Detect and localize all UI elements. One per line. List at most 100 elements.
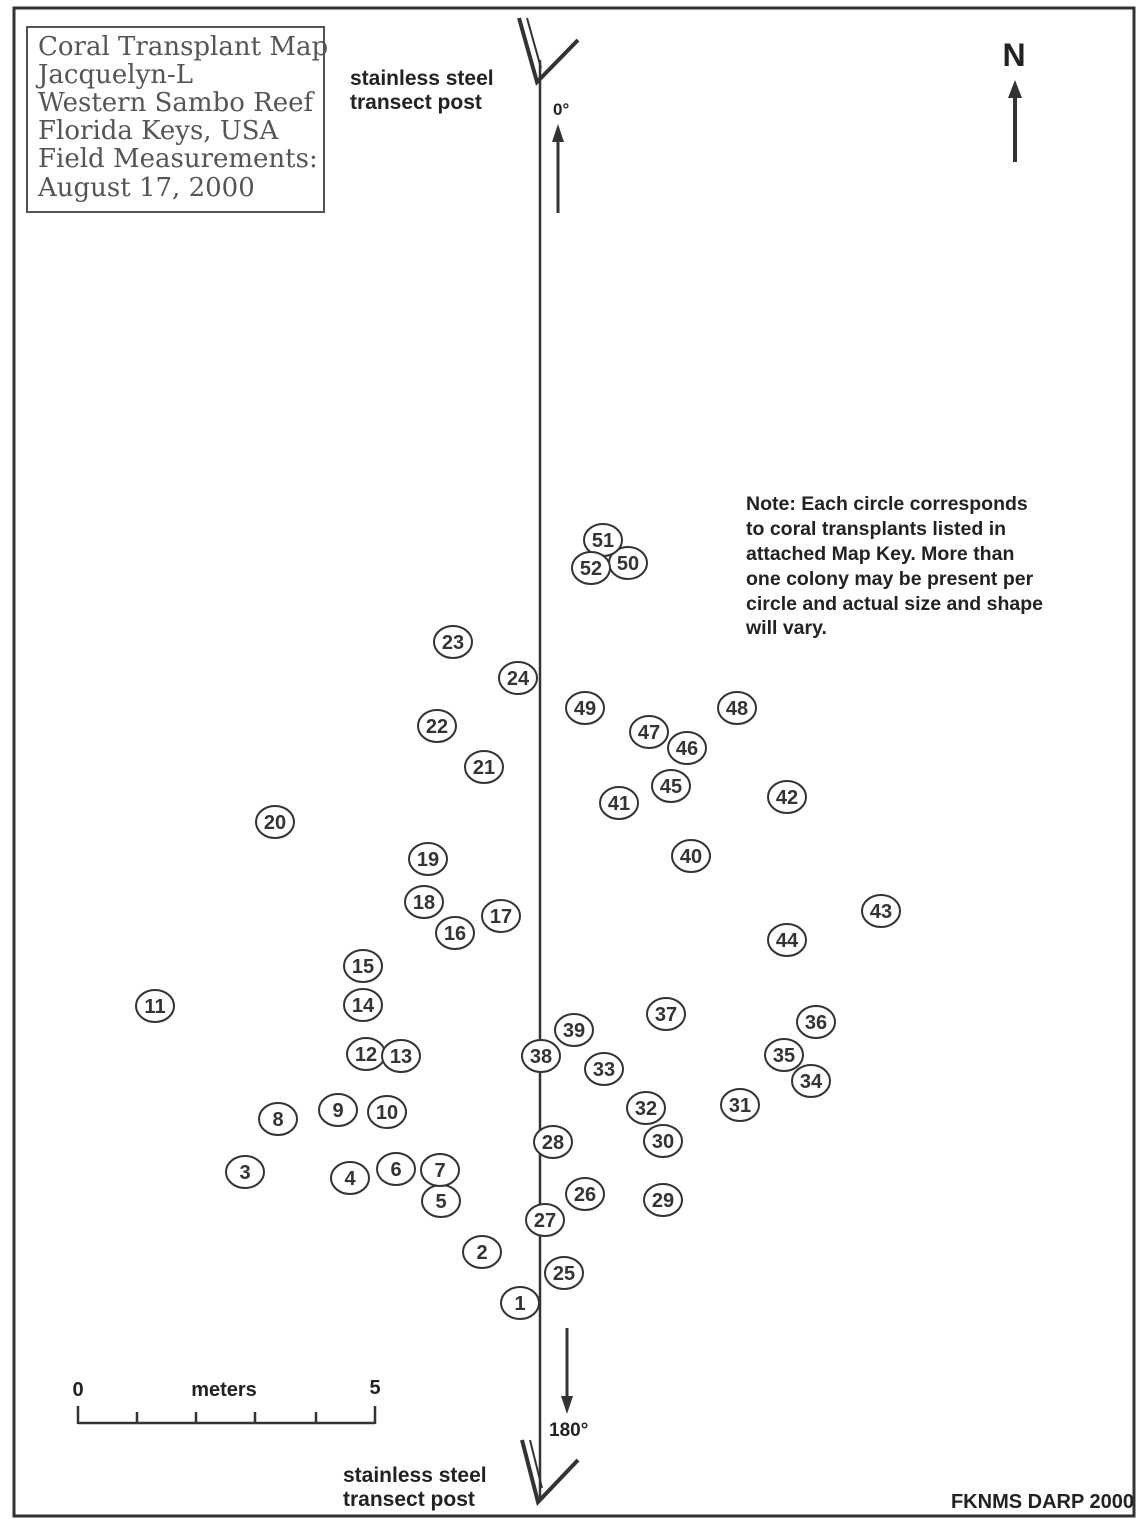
transplant-circle bbox=[435, 916, 475, 950]
transplant-marker: 43 bbox=[861, 894, 901, 928]
transplant-circle bbox=[258, 1102, 298, 1136]
transplant-number: 46 bbox=[676, 738, 698, 760]
transplant-marker: 20 bbox=[255, 805, 295, 839]
transplant-circle bbox=[717, 691, 757, 725]
transplant-circle bbox=[376, 1152, 416, 1186]
title-line-1: Coral Transplant Map bbox=[38, 32, 328, 62]
transplant-marker: 44 bbox=[767, 923, 807, 957]
transplant-marker: 36 bbox=[796, 1005, 836, 1039]
transplant-number: 50 bbox=[617, 553, 639, 575]
transplant-circle bbox=[500, 1286, 540, 1320]
transplant-number: 14 bbox=[352, 995, 375, 1017]
transplant-circle bbox=[521, 1039, 561, 1073]
down-arrow-icon bbox=[561, 1396, 573, 1414]
scale-start-label: 0 bbox=[72, 1379, 83, 1401]
transplant-circle bbox=[720, 1088, 760, 1122]
transplant-circle bbox=[667, 731, 707, 765]
transplant-circle bbox=[318, 1093, 358, 1127]
transplant-circle bbox=[629, 715, 669, 749]
transplant-marker: 30 bbox=[643, 1124, 683, 1158]
transplant-circle bbox=[433, 625, 473, 659]
transplant-marker: 5 bbox=[421, 1184, 461, 1218]
transplant-circle bbox=[643, 1183, 683, 1217]
bottom-transect-post-icon bbox=[520, 1439, 580, 1506]
transplant-marker: 7 bbox=[420, 1153, 460, 1187]
transplant-circle bbox=[533, 1125, 573, 1159]
note-line-4: one colony may be present per bbox=[746, 568, 1034, 590]
transplant-number: 33 bbox=[593, 1059, 615, 1081]
transplant-number: 37 bbox=[655, 1004, 677, 1026]
transplant-number: 5 bbox=[435, 1191, 446, 1213]
transplant-marker: 34 bbox=[791, 1064, 831, 1098]
transplant-marker: 14 bbox=[343, 988, 383, 1022]
transplant-number: 32 bbox=[635, 1098, 657, 1120]
note-line-3: attached Map Key. More than bbox=[746, 543, 1014, 565]
transplant-circle bbox=[599, 786, 639, 820]
north-label: N bbox=[1002, 37, 1025, 73]
transplant-number: 26 bbox=[574, 1184, 596, 1206]
transplant-circle bbox=[408, 842, 448, 876]
transplant-marker: 46 bbox=[667, 731, 707, 765]
transplant-circle bbox=[571, 551, 611, 585]
note-line-2: to coral transplants listed in bbox=[746, 518, 1006, 540]
transplant-marker: 23 bbox=[433, 625, 473, 659]
transplant-marker: 26 bbox=[565, 1177, 605, 1211]
transplant-number: 10 bbox=[376, 1102, 398, 1124]
north-arrowhead-icon bbox=[1008, 80, 1022, 98]
transplant-marker: 37 bbox=[646, 997, 686, 1031]
transplant-circle bbox=[464, 750, 504, 784]
transplant-circle bbox=[861, 894, 901, 928]
transplant-marker: 35 bbox=[764, 1038, 804, 1072]
transplant-number: 38 bbox=[530, 1046, 552, 1068]
transplant-circle bbox=[343, 949, 383, 983]
transplant-marker: 18 bbox=[404, 885, 444, 919]
transplant-marker: 40 bbox=[671, 839, 711, 873]
transplant-number: 31 bbox=[729, 1095, 751, 1117]
bottom-post-label-1: stainless steel bbox=[343, 1464, 487, 1487]
transplant-number: 25 bbox=[553, 1263, 575, 1285]
transplant-circle bbox=[554, 1013, 594, 1047]
transplant-marker: 31 bbox=[720, 1088, 760, 1122]
transplant-number: 45 bbox=[660, 776, 682, 798]
transplant-circle bbox=[381, 1039, 421, 1073]
transplant-number: 3 bbox=[239, 1162, 250, 1184]
transplant-number: 8 bbox=[272, 1109, 283, 1131]
transplant-number: 24 bbox=[507, 668, 530, 690]
transplant-marker: 8 bbox=[258, 1102, 298, 1136]
transplant-number: 6 bbox=[390, 1159, 401, 1181]
transplant-circle bbox=[791, 1064, 831, 1098]
transplant-number: 48 bbox=[726, 698, 748, 720]
transplant-number: 42 bbox=[776, 787, 798, 809]
transplant-number: 43 bbox=[870, 901, 892, 923]
transplant-marker: 39 bbox=[554, 1013, 594, 1047]
transplant-marker: 32 bbox=[626, 1091, 666, 1125]
title-line-3: Western Sambo Reef bbox=[38, 88, 315, 118]
transplant-marker: 12 bbox=[346, 1037, 386, 1071]
transplant-marker: 6 bbox=[376, 1152, 416, 1186]
transplant-circle bbox=[462, 1235, 502, 1269]
transplant-circle bbox=[544, 1256, 584, 1290]
bottom-post-label-2: transect post bbox=[343, 1488, 475, 1511]
transplant-number: 2 bbox=[476, 1242, 487, 1264]
transplant-marker: 2 bbox=[462, 1235, 502, 1269]
transplant-marker: 24 bbox=[498, 661, 538, 695]
transplant-circle bbox=[651, 769, 691, 803]
transplant-marker: 10 bbox=[367, 1095, 407, 1129]
transplant-circle bbox=[135, 989, 175, 1023]
transplant-number: 15 bbox=[352, 956, 374, 978]
title-line-5: Field Measurements: bbox=[38, 144, 318, 174]
transplant-number: 21 bbox=[473, 757, 495, 779]
transplant-marker: 49 bbox=[565, 691, 605, 725]
transplant-circle bbox=[404, 885, 444, 919]
transplant-marker: 38 bbox=[521, 1039, 561, 1073]
transplant-circle bbox=[643, 1124, 683, 1158]
transplant-circle bbox=[417, 709, 457, 743]
transplant-marker: 52 bbox=[571, 551, 611, 585]
note-line-6: will vary. bbox=[745, 617, 827, 639]
transplant-number: 30 bbox=[652, 1131, 674, 1153]
transplant-marker: 28 bbox=[533, 1125, 573, 1159]
transplant-marker: 42 bbox=[767, 780, 807, 814]
transplant-number: 34 bbox=[800, 1071, 823, 1093]
